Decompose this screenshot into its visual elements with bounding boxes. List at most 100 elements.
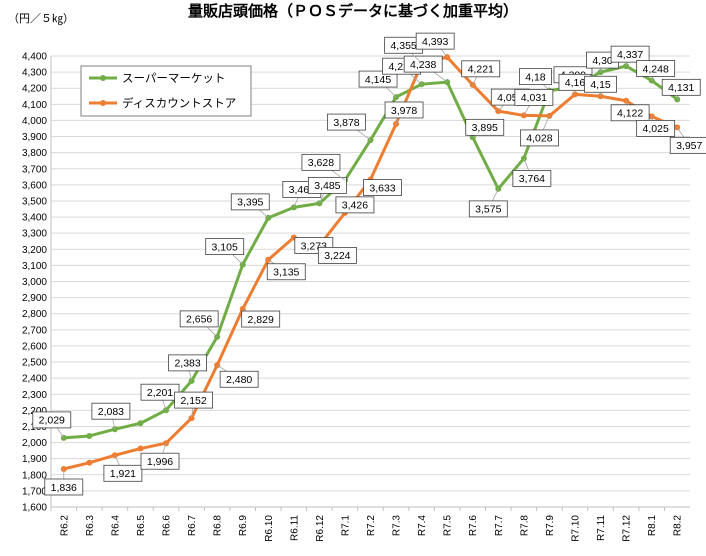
label-text: 3,575 xyxy=(475,204,501,216)
label-box xyxy=(520,129,559,147)
label-text: 3,105 xyxy=(212,241,238,253)
label-box xyxy=(636,60,676,77)
label-box xyxy=(403,55,443,73)
label-text: 4,145 xyxy=(365,74,391,86)
data-label-supermarket: 3,895 xyxy=(465,118,505,138)
y-tick-label: 1,800 xyxy=(22,470,47,481)
label-box xyxy=(241,310,281,328)
data-label-discount-store: 3,633 xyxy=(363,179,402,196)
y-tick-label: 1,900 xyxy=(22,454,47,465)
label-box xyxy=(415,32,455,50)
x-tick-label: R7.4 xyxy=(417,515,428,537)
x-tick-label: R7.10 xyxy=(570,515,581,542)
label-text: 1,996 xyxy=(147,456,173,468)
data-label-discount-store: 3,978 xyxy=(384,101,424,125)
y-tick-label: 2,900 xyxy=(22,293,47,304)
label-box xyxy=(91,402,131,420)
data-label-discount-store: 4,031 xyxy=(514,89,554,116)
data-label-supermarket: 3,764 xyxy=(512,158,552,187)
series-line-discount-store xyxy=(62,55,679,471)
data-label-supermarket: 2,656 xyxy=(179,310,219,338)
label-box xyxy=(266,263,306,281)
x-tick-label: R6.8 xyxy=(213,515,224,537)
label-text: 4,16 xyxy=(565,77,586,89)
label-text: 3,957 xyxy=(676,140,702,152)
data-label-discount-store: 4,355 xyxy=(384,36,424,64)
label-box xyxy=(519,68,552,86)
data-label-discount-store: 4,16 xyxy=(558,73,592,95)
label-text: 3,485 xyxy=(314,180,340,192)
label-text: 4,238 xyxy=(410,59,436,71)
y-tick-label: 2,800 xyxy=(22,309,47,320)
y-tick-label: 1,700 xyxy=(22,486,47,497)
y-tick-label: 4,300 xyxy=(22,68,47,79)
legend-label-discount-store: ディスカウントストア xyxy=(122,96,236,110)
label-box xyxy=(317,247,357,264)
x-tick-label: R6.7 xyxy=(187,515,198,537)
y-tick-label: 3,900 xyxy=(22,132,47,143)
label-text: 4,028 xyxy=(526,133,552,145)
label-text: 3,878 xyxy=(333,117,359,129)
chart-title: 量販店頭価格（ＰＯＳデータに基づく加重平均） xyxy=(188,2,518,20)
label-box xyxy=(669,136,706,154)
label-text: 4,248 xyxy=(643,63,669,75)
y-tick-label: 3,400 xyxy=(22,213,47,224)
label-text: 3,395 xyxy=(237,197,263,209)
data-label-discount-store: 2,829 xyxy=(241,308,281,328)
label-text: 2,201 xyxy=(147,387,173,399)
y-tick-label: 3,600 xyxy=(22,180,47,191)
data-point-discount-store xyxy=(137,445,144,452)
label-text: 3,628 xyxy=(308,157,334,169)
label-text: 2,083 xyxy=(98,406,124,418)
data-label-discount-store: 3,426 xyxy=(335,196,375,214)
x-tick-label: R7.9 xyxy=(545,515,556,537)
label-text: 2,656 xyxy=(186,314,212,326)
data-label-discount-store: 4,028 xyxy=(520,115,559,147)
y-tick-label: 2,200 xyxy=(22,406,47,417)
x-tick-label: R7.3 xyxy=(392,515,403,537)
data-label-supermarket: 4,18 xyxy=(519,68,552,91)
x-tick-label: R6.3 xyxy=(85,515,96,537)
label-text: 2,829 xyxy=(248,314,274,326)
label-text: 1,836 xyxy=(51,482,77,494)
data-label-supermarket: 3,485 xyxy=(307,176,347,204)
legend-label-supermarket: スーパーマーケット xyxy=(122,71,225,85)
data-label-supermarket: 4,238 xyxy=(403,55,448,83)
data-label-supermarket: 3,878 xyxy=(327,113,371,141)
y-tick-label: 3,300 xyxy=(22,229,47,240)
data-label-discount-store: 4,15 xyxy=(584,75,617,97)
x-tick-label: R7.2 xyxy=(366,515,377,537)
label-text: 4,337 xyxy=(617,49,643,61)
label-text: 4,18 xyxy=(525,71,546,83)
label-box xyxy=(140,452,180,470)
data-point-supermarket xyxy=(86,432,93,439)
label-box xyxy=(661,78,701,96)
y-axis-ticks: 1,6001,7001,8001,9002,0002,1002,2002,300… xyxy=(22,52,47,514)
x-tick-label: R6.5 xyxy=(136,515,147,537)
x-tick-label: R6.11 xyxy=(289,515,300,541)
data-label-supermarket: 3,628 xyxy=(301,153,346,181)
label-text: 3,426 xyxy=(342,200,368,212)
label-box xyxy=(307,176,347,194)
data-label-discount-store: 1,921 xyxy=(103,455,143,482)
label-box xyxy=(205,238,245,255)
x-tick-label: R8.2 xyxy=(673,515,684,537)
label-box xyxy=(512,170,552,187)
label-box xyxy=(363,179,402,196)
label-box xyxy=(327,113,366,131)
data-label-discount-store: 4,025 xyxy=(636,116,676,137)
gridlines xyxy=(50,55,690,508)
data-label-discount-store: 3,135 xyxy=(266,259,306,281)
label-text: 4,122 xyxy=(617,108,643,120)
label-box xyxy=(335,196,375,214)
label-box xyxy=(179,310,219,328)
label-text: 4,031 xyxy=(521,92,547,104)
label-box xyxy=(610,104,650,122)
data-label-discount-store: 4,221 xyxy=(461,60,501,86)
label-text: 4,025 xyxy=(643,123,669,135)
x-tick-label: R8.1 xyxy=(647,515,658,537)
y-tick-label: 4,200 xyxy=(22,84,47,95)
label-text: 3,224 xyxy=(324,250,350,262)
data-label-supermarket: 4,145 xyxy=(358,70,398,98)
label-text: 2,480 xyxy=(226,374,252,386)
